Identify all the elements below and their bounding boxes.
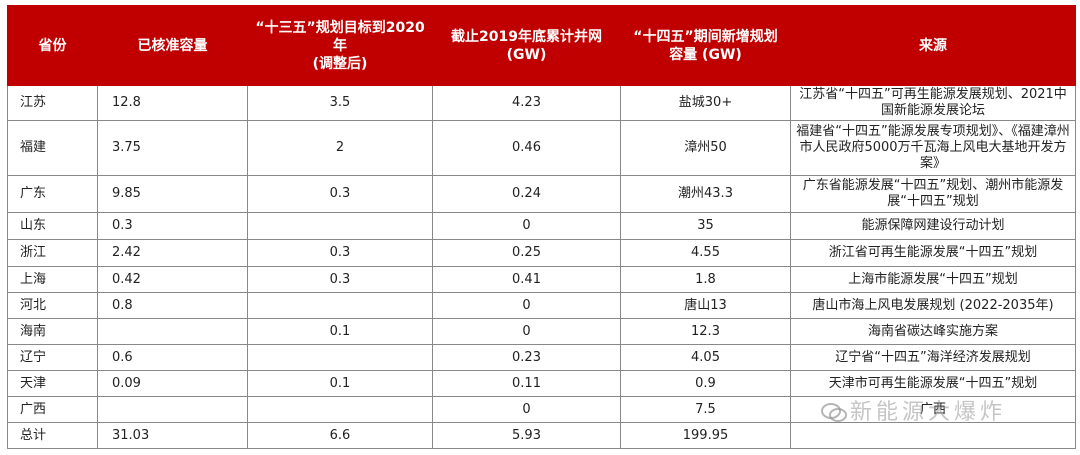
- cell-approved: 0.09: [97, 370, 248, 397]
- cell-source: 海南省碳达峰实施方案: [790, 318, 1076, 345]
- cell-new-14th: 4.55: [620, 239, 791, 267]
- cell-target-2020: 6.6: [247, 422, 433, 449]
- cell-target-2020: 0.3: [247, 266, 433, 293]
- cell-province: 山东: [7, 212, 98, 240]
- cell-approved: 0.8: [97, 292, 248, 319]
- cell-source: 能源保障网建设行动计划: [790, 212, 1076, 240]
- cell-new-14th: 漳州50: [620, 120, 791, 176]
- cell-grid-2019: 0.25: [432, 239, 621, 267]
- cell-target-2020: [247, 292, 433, 319]
- cell-province: 总计: [7, 422, 98, 449]
- cell-target-2020: 0.1: [247, 318, 433, 345]
- watermark-text: 新能源大爆炸: [850, 400, 1007, 425]
- cell-target-2020: 0.3: [247, 239, 433, 267]
- header-grid-2019: 截止2019年底累计并网 (GW): [432, 5, 621, 86]
- offshore-wind-table: 省份 已核准容量 “十三五”规划目标到2020年 (调整后) 截止2019年底累…: [7, 5, 1076, 449]
- header-province: 省份: [7, 5, 98, 86]
- cell-approved: 0.6: [97, 344, 248, 371]
- cell-approved: 2.42: [97, 239, 248, 267]
- table-row: 海南 0.1 0 12.3 海南省碳达峰实施方案: [7, 318, 1076, 345]
- cell-grid-2019: 5.93: [432, 422, 621, 449]
- cell-new-14th: 潮州43.3: [620, 175, 791, 213]
- cell-target-2020: [247, 344, 433, 371]
- cell-target-2020: [247, 212, 433, 240]
- cell-target-2020: [247, 396, 433, 423]
- table-row: 天津 0.09 0.1 0.11 0.9 天津市可再生能源发展“十四五”规划: [7, 370, 1076, 397]
- cell-province: 河北: [7, 292, 98, 319]
- cell-grid-2019: 0: [432, 318, 621, 345]
- wechat-icon: [821, 403, 847, 422]
- header-13th-target: “十三五”规划目标到2020年 (调整后): [247, 5, 433, 86]
- cell-grid-2019: 0: [432, 292, 621, 319]
- cell-new-14th: 1.8: [620, 266, 791, 293]
- cell-grid-2019: 0.24: [432, 175, 621, 213]
- table-row: 山东 0.3 0 35 能源保障网建设行动计划: [7, 212, 1076, 240]
- cell-target-2020: 0.3: [247, 175, 433, 213]
- cell-approved: [97, 396, 248, 423]
- cell-approved: [97, 318, 248, 345]
- table-row: 浙江 2.42 0.3 0.25 4.55 浙江省可再生能源发展“十四五”规划: [7, 239, 1076, 267]
- cell-source: 唐山市海上风电发展规划 (2022-2035年): [790, 292, 1076, 319]
- cell-source: 辽宁省“十四五”海洋经济发展规划: [790, 344, 1076, 371]
- cell-province: 江苏: [7, 85, 98, 121]
- cell-approved: 12.8: [97, 85, 248, 121]
- cell-target-2020: 3.5: [247, 85, 433, 121]
- cell-source: [790, 422, 1076, 449]
- cell-grid-2019: 0.41: [432, 266, 621, 293]
- cell-new-14th: 7.5: [620, 396, 791, 423]
- cell-grid-2019: 0: [432, 396, 621, 423]
- cell-province: 辽宁: [7, 344, 98, 371]
- cell-province: 广东: [7, 175, 98, 213]
- cell-new-14th: 盐城30+: [620, 85, 791, 121]
- cell-grid-2019: 4.23: [432, 85, 621, 121]
- table-row: 上海 0.42 0.3 0.41 1.8 上海市能源发展“十四五”规划: [7, 266, 1076, 293]
- cell-province: 福建: [7, 120, 98, 176]
- cell-new-14th: 0.9: [620, 370, 791, 397]
- table-row: 总计 31.03 6.6 5.93 199.95: [7, 422, 1076, 449]
- watermark: 新能源大爆炸: [820, 394, 1006, 426]
- cell-province: 上海: [7, 266, 98, 293]
- cell-province: 海南: [7, 318, 98, 345]
- cell-grid-2019: 0.11: [432, 370, 621, 397]
- cell-new-14th: 199.95: [620, 422, 791, 449]
- cell-source: 广东省能源发展“十四五”规划、潮州市能源发展“十四五”规划: [790, 175, 1076, 213]
- cell-province: 广西: [7, 396, 98, 423]
- cell-approved: 0.42: [97, 266, 248, 293]
- cell-province: 天津: [7, 370, 98, 397]
- cell-grid-2019: 0.23: [432, 344, 621, 371]
- cell-new-14th: 4.05: [620, 344, 791, 371]
- cell-target-2020: 2: [247, 120, 433, 176]
- cell-grid-2019: 0: [432, 212, 621, 240]
- cell-province: 浙江: [7, 239, 98, 267]
- header-source: 来源: [790, 5, 1076, 86]
- cell-target-2020: 0.1: [247, 370, 433, 397]
- cell-new-14th: 唐山13: [620, 292, 791, 319]
- table-row: 河北 0.8 0 唐山13 唐山市海上风电发展规划 (2022-2035年): [7, 292, 1076, 319]
- table-row: 福建 3.75 2 0.46 漳州50 福建省“十四五”能源发展专项规划》、《福建漳州市人…: [7, 120, 1076, 176]
- cell-source: 江苏省“十四五”可再生能源发展规划、2021中国新能源发展论坛: [790, 85, 1076, 121]
- table-row: 广东 9.85 0.3 0.24 潮州43.3 广东省能源发展“十四五”规划、潮州市能源发…: [7, 175, 1076, 213]
- cell-approved: 0.3: [97, 212, 248, 240]
- header-14th-new: “十四五”期间新增规划 容量 (GW): [620, 5, 791, 86]
- cell-approved: 3.75: [97, 120, 248, 176]
- cell-source: 福建省“十四五”能源发展专项规划》、《福建漳州市人民政府5000万千瓦海上风电大…: [790, 120, 1076, 176]
- cell-approved: 9.85: [97, 175, 248, 213]
- cell-source: 天津市可再生能源发展“十四五”规划: [790, 370, 1076, 397]
- cell-grid-2019: 0.46: [432, 120, 621, 176]
- table-row: 江苏 12.8 3.5 4.23 盐城30+ 江苏省“十四五”可再生能源发展规划、2021…: [7, 85, 1076, 121]
- header-row: 省份 已核准容量 “十三五”规划目标到2020年 (调整后) 截止2019年底累…: [7, 5, 1076, 86]
- table-row: 辽宁 0.6 0.23 4.05 辽宁省“十四五”海洋经济发展规划: [7, 344, 1076, 371]
- cell-source: 上海市能源发展“十四五”规划: [790, 266, 1076, 293]
- cell-new-14th: 35: [620, 212, 791, 240]
- cell-source: 浙江省可再生能源发展“十四五”规划: [790, 239, 1076, 267]
- cell-approved: 31.03: [97, 422, 248, 449]
- cell-new-14th: 12.3: [620, 318, 791, 345]
- header-approved: 已核准容量: [97, 5, 248, 86]
